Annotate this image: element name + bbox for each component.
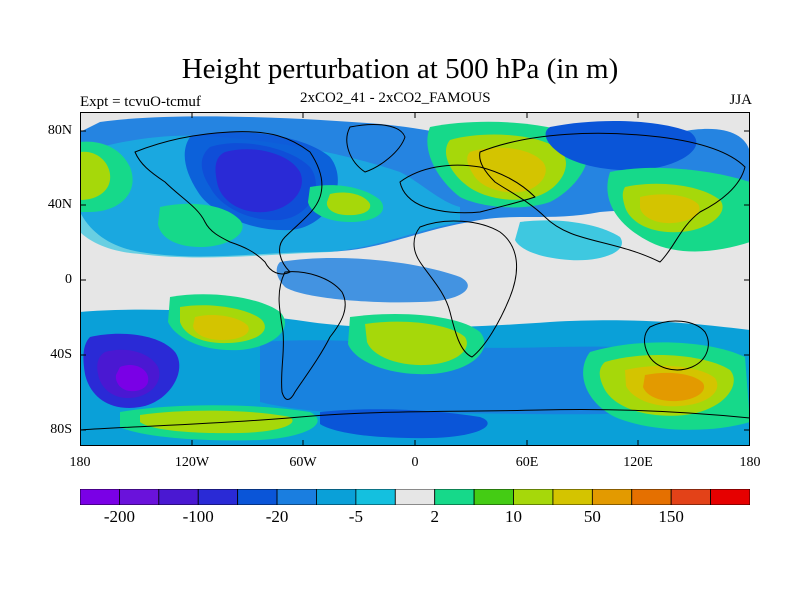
ytick-40s: 40S xyxy=(50,347,72,362)
coastline-antarctica xyxy=(80,408,750,431)
contour-lime-tropics-west xyxy=(80,151,111,200)
comparison-label: 2xCO2_41 - 2xCO2_FAMOUS xyxy=(300,90,491,106)
coastlines xyxy=(80,123,750,431)
xtick-60w: 60W xyxy=(289,455,317,470)
xtick-60e: 60E xyxy=(515,455,539,470)
tick-marks xyxy=(80,112,750,446)
ytick-40n: 40N xyxy=(47,197,72,212)
xtick-120w: 120W xyxy=(174,455,210,470)
xtick-0: 0 xyxy=(411,455,419,470)
season-label: JJA xyxy=(729,92,752,108)
contour-yellow-east-asia xyxy=(640,194,700,224)
contour-blue-southern-core xyxy=(260,340,640,415)
contour-blue-antarctic xyxy=(320,409,488,439)
ytick-80s: 80S xyxy=(50,422,72,437)
contour-yellow-east-pacific-south xyxy=(193,315,249,340)
colorbar-label: 50 xyxy=(583,507,601,526)
colorbar-label: -5 xyxy=(348,507,363,526)
colorbar-swatch xyxy=(316,489,357,505)
contour-orange-south-indian xyxy=(643,372,705,402)
xtick-120e: 120E xyxy=(623,455,653,470)
colorbar-swatch xyxy=(710,489,750,505)
colorbar-swatch xyxy=(237,489,278,505)
coastline-australia xyxy=(644,320,709,371)
contour-lime-atlantic xyxy=(326,192,371,216)
contour-deep-blue-core xyxy=(215,149,302,213)
contour-map xyxy=(80,112,750,446)
coastline-africa xyxy=(413,220,518,358)
colorbar-swatch xyxy=(473,489,514,505)
chart-title: Height perturbation at 500 hPa (in m) xyxy=(181,53,619,85)
ytick-80n: 80N xyxy=(47,123,72,138)
contour-lime-south-atlantic xyxy=(365,321,467,366)
contour-darkviolet-south-pacific xyxy=(115,365,149,392)
xtick-180-right: 180 xyxy=(739,455,761,470)
colorbar-swatch xyxy=(394,489,436,505)
colorbar-swatch xyxy=(276,489,317,505)
contour-lime-southpole-west xyxy=(140,410,293,434)
contour-fields xyxy=(80,116,750,446)
experiment-label: Expt = tcvuO-tcmuf xyxy=(80,94,201,110)
colorbar-label: 150 xyxy=(658,507,684,526)
colorbar-swatch xyxy=(631,489,672,505)
xtick-180-left: 180 xyxy=(69,455,91,470)
colorbar-swatch xyxy=(552,489,593,505)
coastline-north-america xyxy=(134,131,323,275)
colorbar-swatch xyxy=(119,489,160,505)
contour-yellow-siberia xyxy=(467,147,546,193)
colorbar-swatch xyxy=(197,489,239,505)
colorbar-swatch xyxy=(355,489,396,505)
contour-lightblue-tropics xyxy=(515,220,622,261)
colorbar-swatch xyxy=(591,489,633,505)
coastline-greenland xyxy=(346,123,406,173)
colorbar-swatch xyxy=(80,489,120,505)
colorbar-swatch xyxy=(158,489,199,505)
coastline-south-america xyxy=(278,271,346,400)
contour-blue-tropics-central xyxy=(276,257,468,303)
colorbar-label: 10 xyxy=(505,507,523,526)
coastline-asia xyxy=(479,132,746,263)
ytick-0: 0 xyxy=(65,272,72,287)
coastline-europe xyxy=(399,164,536,214)
colorbar xyxy=(80,489,750,505)
colorbar-label: -20 xyxy=(265,507,289,526)
colorbar-swatch xyxy=(670,489,711,505)
colorbar-label: -200 xyxy=(103,507,135,526)
contour-green-pacific-east xyxy=(158,203,243,247)
colorbar-label: -100 xyxy=(182,507,214,526)
colorbar-label: 2 xyxy=(430,507,439,526)
colorbar-swatch xyxy=(513,489,554,505)
colorbar-swatch xyxy=(434,489,475,505)
